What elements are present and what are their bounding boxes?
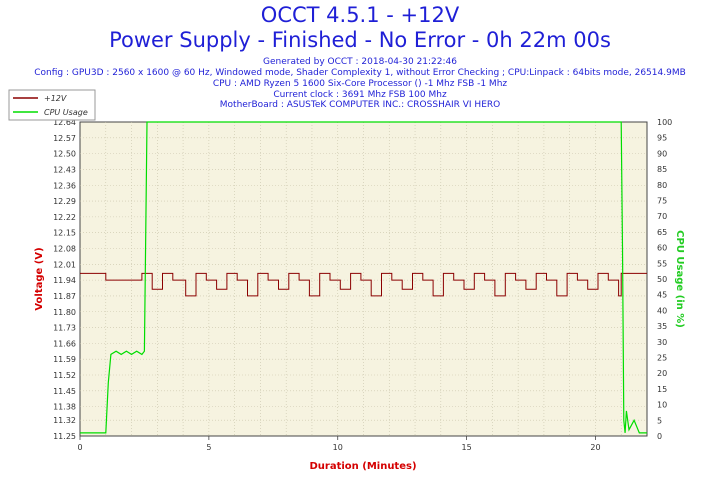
clock-info: Current clock : 3691 Mhz FSB 100 Mhz <box>273 90 447 100</box>
series-layer <box>80 121 647 434</box>
y-tick-label: 11.52 <box>53 371 76 380</box>
series-cpu-usage-line <box>80 121 647 434</box>
x-tick-label: 10 <box>333 443 343 452</box>
x-tick-label: 20 <box>590 443 600 452</box>
y2-tick-label: 0 <box>657 432 662 441</box>
legend: +12V CPU Usage <box>8 89 96 121</box>
config-info: Config : GPU3D : 2560 x 1600 @ 60 Hz, Wi… <box>34 68 686 78</box>
generated-info: Generated by OCCT : 2018-04-30 21:22:46 <box>263 57 457 67</box>
y2-tick-label: 20 <box>657 369 667 378</box>
y-axis-left: 11.25 11.32 11.38 11.45 11.52 11.59 11.66 11.73… <box>53 118 76 441</box>
legend-label-voltage: +12V <box>44 94 67 103</box>
chart-subtitle: Power Supply - Finished - No Error - 0h … <box>109 28 611 52</box>
y2-tick-label: 35 <box>657 322 667 331</box>
y2-axis-label: CPU Usage (in %) <box>674 230 685 328</box>
y2-tick-label: 55 <box>657 259 667 268</box>
y-tick-label: 12.29 <box>53 197 76 206</box>
legend-label-cpu: CPU Usage <box>44 108 88 117</box>
y-axis-right: 0 5 10 15 20 25 30 35 40 45 50 55 60 65 70 75 80 85 90 95 10… <box>657 118 672 441</box>
y-tick-label: 11.94 <box>53 276 76 285</box>
x-tick-label: 15 <box>461 443 471 452</box>
y-tick-label: 12.15 <box>53 229 76 238</box>
y-tick-label: 11.73 <box>53 324 76 333</box>
x-tick-label: 5 <box>206 443 211 452</box>
y2-tick-label: 15 <box>657 385 667 394</box>
y2-tick-label: 95 <box>657 134 667 143</box>
y2-tick-label: 70 <box>657 212 667 221</box>
y2-tick-label: 100 <box>657 118 672 127</box>
y2-tick-label: 65 <box>657 228 667 237</box>
y2-tick-label: 85 <box>657 165 667 174</box>
y-tick-label: 11.87 <box>53 292 76 301</box>
y-tick-label: 11.80 <box>53 308 76 317</box>
y2-tick-label: 40 <box>657 306 667 315</box>
y-tick-label: 11.25 <box>53 432 76 441</box>
y-tick-label: 12.01 <box>53 260 76 269</box>
y-tick-label: 11.59 <box>53 355 76 364</box>
y-tick-label: 11.32 <box>53 416 76 425</box>
x-axis-label: Duration (Minutes) <box>309 461 416 472</box>
y-axis-label: Voltage (V) <box>34 247 45 310</box>
cpu-info: CPU : AMD Ryzen 5 1600 Six-Core Processo… <box>212 79 508 89</box>
y2-tick-label: 45 <box>657 291 667 300</box>
chart-title: OCCT 4.5.1 - +12V <box>260 3 460 27</box>
grid-lines <box>80 122 647 436</box>
y2-tick-label: 50 <box>657 275 667 284</box>
y-tick-label: 12.64 <box>53 118 76 127</box>
motherboard-info: MotherBoard : ASUSTeK COMPUTER INC.: CRO… <box>219 100 501 110</box>
y-tick-label: 11.45 <box>53 387 76 396</box>
y-tick-label: 12.22 <box>53 213 76 222</box>
x-tick-label: 0 <box>77 443 82 452</box>
y2-tick-label: 90 <box>657 149 667 158</box>
y2-tick-label: 10 <box>657 401 667 410</box>
y2-tick-label: 25 <box>657 354 667 363</box>
y-tick-label: 12.57 <box>53 134 76 143</box>
y-tick-label: 11.66 <box>53 339 76 348</box>
y-tick-label: 12.43 <box>53 165 76 174</box>
y-tick-label: 12.50 <box>53 150 76 159</box>
y-tick-label: 12.08 <box>53 245 76 254</box>
y2-tick-label: 75 <box>657 197 667 206</box>
y2-tick-label: 60 <box>657 244 667 253</box>
y2-tick-label: 80 <box>657 181 667 190</box>
x-axis: 0 5 10 15 20 <box>77 436 601 452</box>
y2-tick-label: 30 <box>657 338 667 347</box>
y-tick-label: 12.36 <box>53 181 76 190</box>
series-voltage-line <box>80 272 647 297</box>
y2-tick-label: 5 <box>657 416 662 425</box>
y-tick-label: 11.38 <box>53 403 76 412</box>
